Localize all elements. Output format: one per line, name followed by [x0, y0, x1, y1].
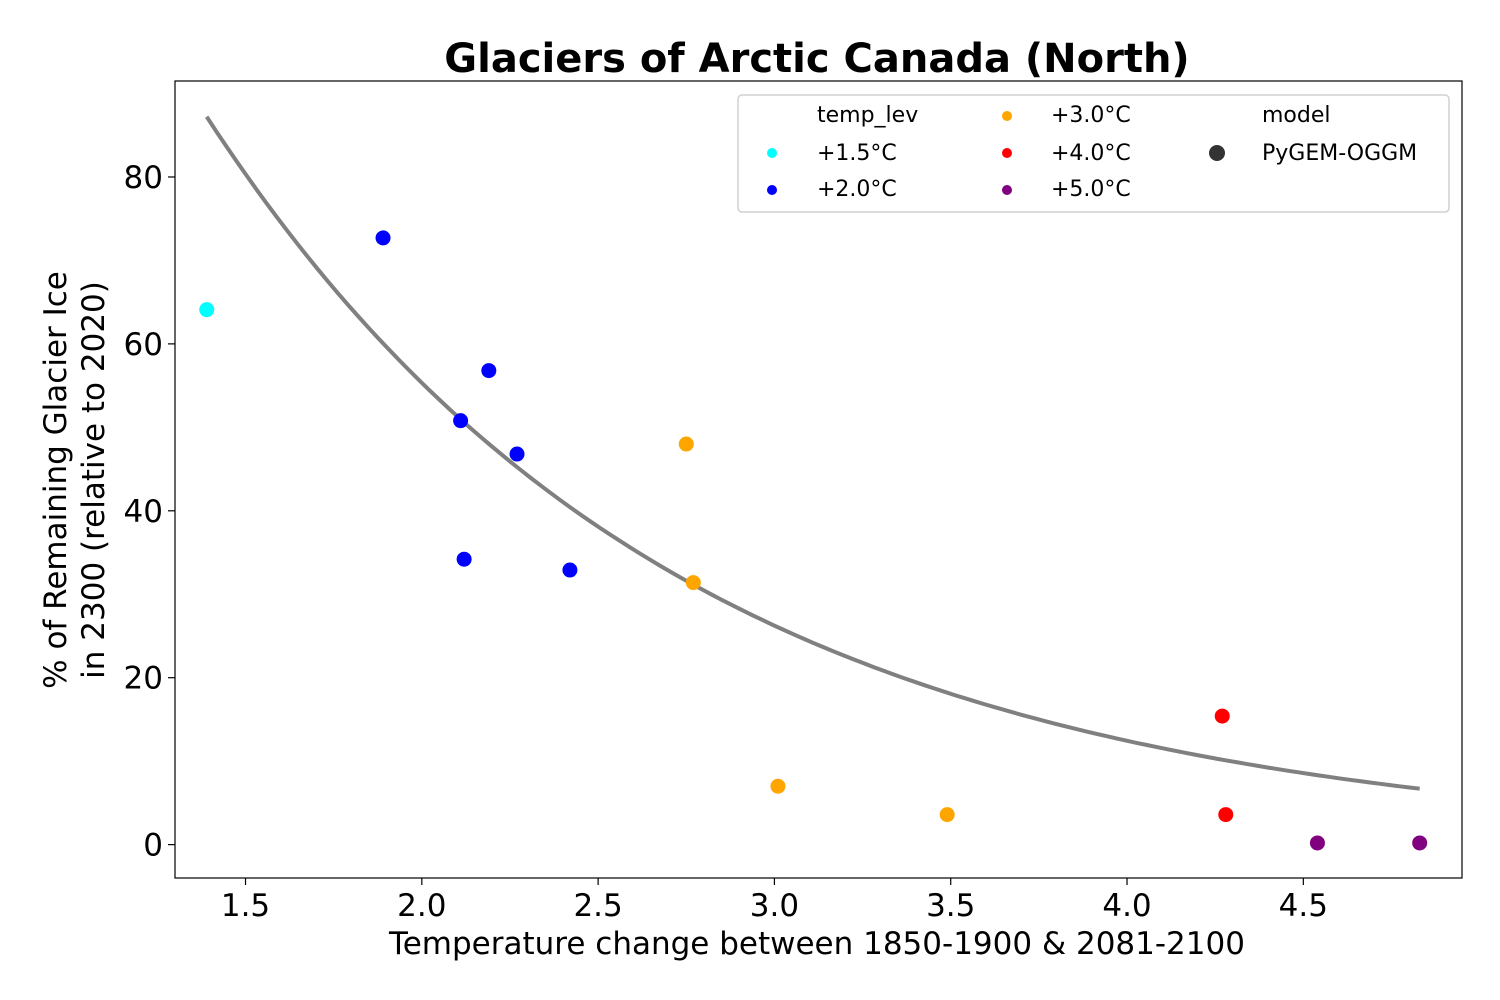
scatter-points [199, 230, 1428, 851]
data-point [375, 230, 391, 246]
data-point [509, 446, 525, 462]
y-tick-label: 40 [124, 494, 163, 530]
y-tick-label: 60 [124, 327, 163, 363]
y-axis-label-line2: in 2300 (relative to 2020) [76, 281, 112, 679]
legend-style-title: model [1262, 103, 1331, 128]
legend-marker-model [1209, 145, 1225, 161]
y-tick-label: 0 [143, 828, 163, 864]
x-tick-label: 4.5 [1279, 888, 1328, 924]
x-tick-label: 1.5 [221, 888, 270, 924]
legend-box [737, 94, 1450, 213]
data-point [1214, 708, 1230, 724]
y-tick-label: 20 [124, 661, 163, 697]
legend-marker-1-5 [767, 148, 777, 158]
fit-curve [205, 115, 1420, 791]
x-tick-label: 2.0 [397, 888, 446, 924]
data-point [1412, 835, 1428, 851]
chart-title: Glaciers of Arctic Canada (North) [444, 36, 1189, 82]
data-point [562, 562, 578, 578]
legend-marker-3-0 [1002, 111, 1012, 121]
y-axis-label-line1: % of Remaining Glacier Ice [38, 271, 74, 689]
legend-marker-5-0 [1002, 185, 1012, 195]
data-point [1218, 807, 1234, 823]
legend-hue-title: temp_lev [817, 103, 918, 128]
data-point [453, 413, 469, 429]
data-point [770, 778, 786, 794]
legend-marker-4-0 [1002, 148, 1012, 158]
data-point [1309, 835, 1325, 851]
x-tick-label: 3.0 [750, 888, 799, 924]
data-point [685, 575, 701, 591]
legend-label-2-0: +2.0°C [817, 177, 897, 202]
data-point [199, 302, 215, 318]
data-point [939, 807, 955, 823]
legend-label-5-0: +5.0°C [1051, 177, 1131, 202]
legend-label-4-0: +4.0°C [1051, 141, 1131, 166]
legend-marker-2-0 [767, 185, 777, 195]
x-axis-label: Temperature change between 1850-1900 & 2… [388, 926, 1245, 962]
x-tick-label: 3.5 [926, 888, 975, 924]
plot-area [174, 80, 1463, 879]
legend-label-3-0: +3.0°C [1051, 103, 1131, 128]
x-tick-label: 4.0 [1102, 888, 1151, 924]
x-axis: 1.5 2.0 2.5 3.0 3.5 4.0 4.5 [221, 878, 1328, 924]
y-axis: 0 20 40 60 80 [124, 160, 175, 864]
data-point [481, 363, 497, 379]
legend-label-1-5: +1.5°C [817, 141, 897, 166]
data-point [678, 436, 694, 452]
legend: temp_lev +1.5°C +2.0°C +3.0°C +4.0°C +5.… [737, 94, 1450, 213]
legend-label-model: PyGEM-OGGM [1262, 141, 1417, 166]
y-tick-label: 80 [124, 160, 163, 196]
x-tick-label: 2.5 [573, 888, 622, 924]
data-point [456, 551, 472, 567]
